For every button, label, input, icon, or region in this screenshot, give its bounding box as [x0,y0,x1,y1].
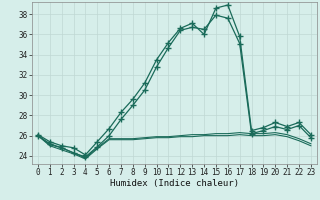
X-axis label: Humidex (Indice chaleur): Humidex (Indice chaleur) [110,179,239,188]
